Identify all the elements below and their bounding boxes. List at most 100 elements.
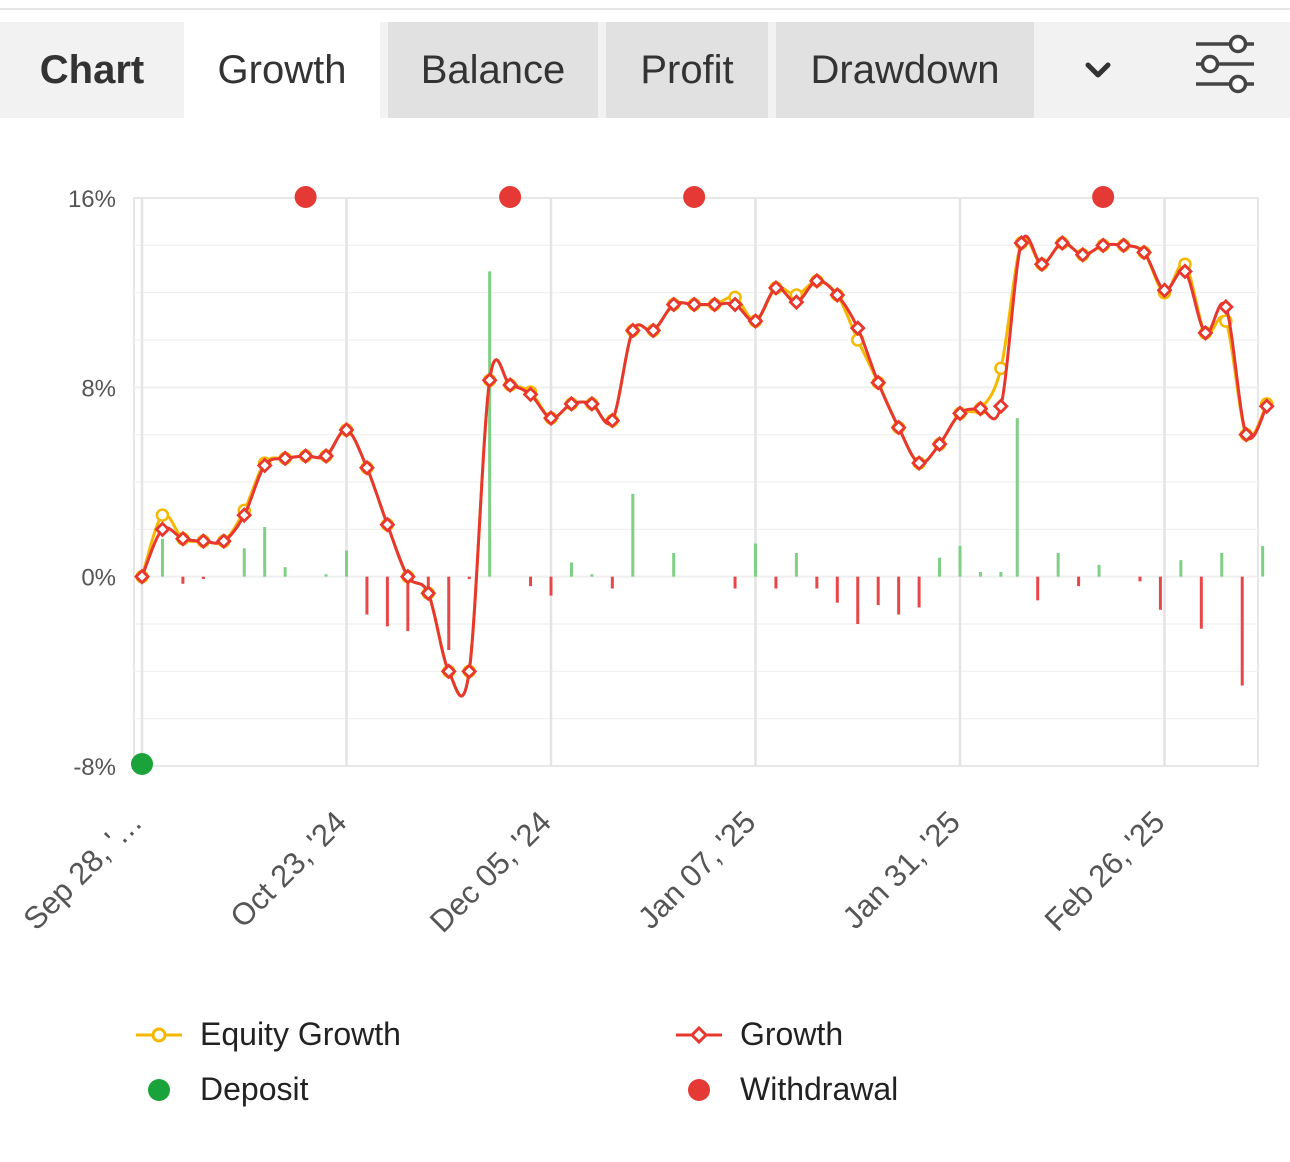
- growth-point: [604, 412, 621, 429]
- bar-negative: [447, 576, 451, 651]
- bar-positive: [754, 543, 757, 577]
- x-tick-label: Oct 23, '24: [223, 804, 353, 934]
- bar-negative: [385, 576, 389, 627]
- bar-negative: [1036, 576, 1040, 601]
- bar-positive: [263, 526, 267, 577]
- bar-positive: [569, 562, 573, 577]
- growth-point: [522, 386, 539, 403]
- growth-point: [174, 530, 191, 547]
- bar-negative: [1240, 576, 1244, 686]
- bar-positive: [1220, 553, 1224, 577]
- growth-point: [808, 272, 825, 289]
- growth-point: [297, 447, 314, 464]
- growth-point: [1095, 237, 1112, 254]
- growth-point: [911, 455, 928, 472]
- tab-profit[interactable]: Profit: [606, 22, 768, 118]
- legend-growth[interactable]: Growth: [674, 1016, 843, 1053]
- growth-point: [583, 395, 600, 412]
- bar-positive: [1056, 553, 1060, 577]
- growth-point: [849, 320, 866, 337]
- bar-positive: [1261, 545, 1265, 577]
- growth-point: [1136, 244, 1153, 261]
- growth-point: [1197, 324, 1214, 341]
- growth-point: [134, 568, 150, 585]
- tab-drawdown[interactable]: Drawdown: [776, 22, 1034, 118]
- more-tabs-button[interactable]: [1068, 22, 1128, 118]
- legend-deposit[interactable]: Deposit: [134, 1071, 309, 1108]
- bar-negative: [815, 576, 819, 589]
- bar-positive: [160, 538, 164, 577]
- x-tick-label: Dec 05, '24: [423, 804, 558, 939]
- bar-negative: [1199, 576, 1203, 629]
- legend-deposit-label: Deposit: [200, 1071, 309, 1107]
- y-tick-label: 0%: [81, 565, 116, 592]
- bar-positive: [345, 550, 348, 577]
- x-tick-label: Sep 28, '…: [16, 804, 149, 937]
- bar-negative: [1138, 576, 1142, 582]
- bar-negative: [549, 576, 553, 596]
- legend-growth-marker-icon: [676, 1025, 722, 1044]
- bar-negative: [1158, 576, 1162, 610]
- growth-point: [1176, 263, 1193, 280]
- legend-deposit-dot-icon: [148, 1078, 170, 1101]
- growth-point: [788, 294, 805, 311]
- bar-positive: [1015, 418, 1019, 577]
- bar-positive: [590, 574, 594, 577]
- chart-settings-button[interactable]: [1188, 30, 1262, 102]
- top-divider: [0, 8, 1290, 10]
- growth-point: [706, 296, 723, 313]
- growth-point: [624, 322, 641, 339]
- bar-negative: [774, 576, 778, 589]
- bar-negative: [1077, 576, 1081, 587]
- growth-point: [665, 296, 682, 313]
- bar-positive: [1097, 564, 1101, 577]
- y-tick-label: 16%: [68, 186, 116, 213]
- growth-point: [318, 447, 335, 464]
- y-tick-label: -8%: [73, 754, 116, 781]
- tab-growth[interactable]: Growth: [184, 22, 380, 118]
- bar-negative: [426, 576, 430, 594]
- growth-point: [1013, 234, 1030, 251]
- growth-point: [870, 374, 887, 391]
- growth-point: [1156, 282, 1173, 299]
- growth-point: [767, 279, 784, 296]
- growth-point: [972, 400, 989, 417]
- growth-point: [236, 507, 253, 524]
- deposit-marker: [131, 753, 153, 775]
- legend-equity-marker-icon: [136, 1027, 182, 1042]
- growth-point: [1258, 398, 1275, 415]
- growth-point: [215, 533, 232, 550]
- growth-point: [543, 410, 559, 427]
- withdrawal-marker: [1092, 186, 1115, 208]
- y-tick-label: 8%: [81, 375, 116, 402]
- legend-withdrawal-label: Withdrawal: [740, 1071, 899, 1107]
- bar-negative: [897, 576, 901, 615]
- bar-negative: [406, 576, 410, 632]
- bar-negative: [529, 576, 533, 587]
- legend-equity-growth-label: Equity Growth: [200, 1016, 401, 1052]
- growth-point: [992, 398, 1009, 415]
- growth-point: [338, 421, 355, 438]
- growth-point: [645, 322, 662, 339]
- legend-equity-growth[interactable]: Equity Growth: [134, 1016, 401, 1053]
- bar-positive: [242, 548, 246, 577]
- growth-chart: 16% 8% 0% -8% Sep 28, '… Oct 23, '24 Dec 05, '…: [16, 186, 1275, 939]
- growth-point: [686, 296, 703, 313]
- bar-negative: [201, 576, 205, 580]
- bar-negative: [876, 576, 880, 606]
- growth-point: [277, 450, 294, 467]
- growth-point: [890, 419, 907, 436]
- bar-negative: [181, 576, 185, 584]
- bar-positive: [631, 493, 635, 577]
- growth-point: [481, 372, 498, 389]
- x-tick-label: Jan 07, '25: [631, 804, 762, 935]
- bar-positive: [488, 271, 492, 577]
- bar-negative: [733, 576, 737, 589]
- growth-point: [399, 568, 416, 585]
- tab-balance[interactable]: Balance: [388, 22, 598, 118]
- tab-bar: Chart Growth Balance Profit Drawdown: [0, 22, 1290, 118]
- legend-growth-label: Growth: [740, 1016, 844, 1052]
- legend-withdrawal[interactable]: Withdrawal: [674, 1071, 898, 1108]
- sliders-icon: [1196, 34, 1254, 94]
- chart-section-title: Chart: [0, 22, 184, 118]
